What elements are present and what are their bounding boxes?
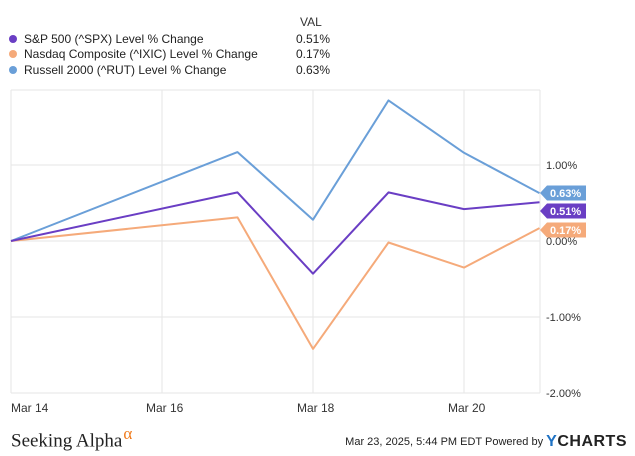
chart-credit: Mar 23, 2025, 5:44 PM EDT Powered by YCH… xyxy=(345,432,627,452)
legend-item-value: 0.17% xyxy=(296,47,331,61)
y-tick-label: -2.00% xyxy=(546,388,581,400)
x-tick-label: Mar 16 xyxy=(146,401,184,415)
legend-dot-icon xyxy=(9,50,17,58)
x-tick-label: Mar 20 xyxy=(448,401,486,415)
legend-dot-icon xyxy=(9,35,17,43)
brand-name: Seeking Alpha xyxy=(11,430,123,452)
powered-by-label: Powered by xyxy=(485,436,544,448)
y-tick-label: -1.00% xyxy=(546,312,581,324)
series-line-ixic xyxy=(10,216,540,350)
x-tick-label: Mar 14 xyxy=(11,401,49,415)
legend-item-value: 0.63% xyxy=(296,63,331,77)
legend-item-label: S&P 500 (^SPX) Level % Change xyxy=(24,32,204,46)
series-line-spx xyxy=(10,191,540,275)
x-tick-label: Mar 18 xyxy=(297,401,335,415)
end-label-ixic-tag xyxy=(540,222,586,238)
end-label-spx-tag xyxy=(540,203,586,219)
chart-legend: VAL S&P 500 (^SPX) Level % Change 0.51% … xyxy=(0,0,635,90)
y-tick-label: 1.00% xyxy=(546,160,577,172)
end-label-ixic: 0.17% xyxy=(550,225,581,237)
y-tick-label: 0.00% xyxy=(546,236,577,248)
series-line-rut xyxy=(10,99,540,242)
alpha-icon: α xyxy=(123,424,133,443)
legend-item-label: Nasdaq Composite (^IXIC) Level % Change xyxy=(24,47,258,61)
legend-item-label: Russell 2000 (^RUT) Level % Change xyxy=(24,63,227,77)
end-label-spx: 0.51% xyxy=(550,206,581,218)
ycharts-logo[interactable]: YCHARTS xyxy=(546,433,627,450)
end-label-rut: 0.63% xyxy=(550,188,581,200)
ycharts-name: CHARTS xyxy=(557,433,627,451)
ycharts-y-icon: Y xyxy=(546,433,558,451)
legend-dot-icon xyxy=(9,66,17,74)
legend-item-rut[interactable]: Russell 2000 (^RUT) Level % Change 0.63% xyxy=(0,62,400,78)
legend-item-value: 0.51% xyxy=(296,32,331,46)
chart-timestamp: Mar 23, 2025, 5:44 PM EDT xyxy=(345,436,482,448)
legend-value-header: VAL xyxy=(300,15,322,29)
legend-item-spx[interactable]: S&P 500 (^SPX) Level % Change 0.51% xyxy=(0,31,400,47)
seeking-alpha-logo: Seeking Alphaα xyxy=(11,424,133,452)
legend-item-ixic[interactable]: Nasdaq Composite (^IXIC) Level % Change … xyxy=(0,46,400,62)
end-label-rut-tag xyxy=(540,185,586,201)
